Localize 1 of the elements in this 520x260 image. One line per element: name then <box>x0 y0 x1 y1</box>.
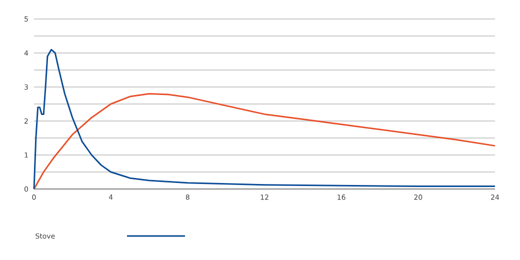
line-series <box>33 48 496 190</box>
